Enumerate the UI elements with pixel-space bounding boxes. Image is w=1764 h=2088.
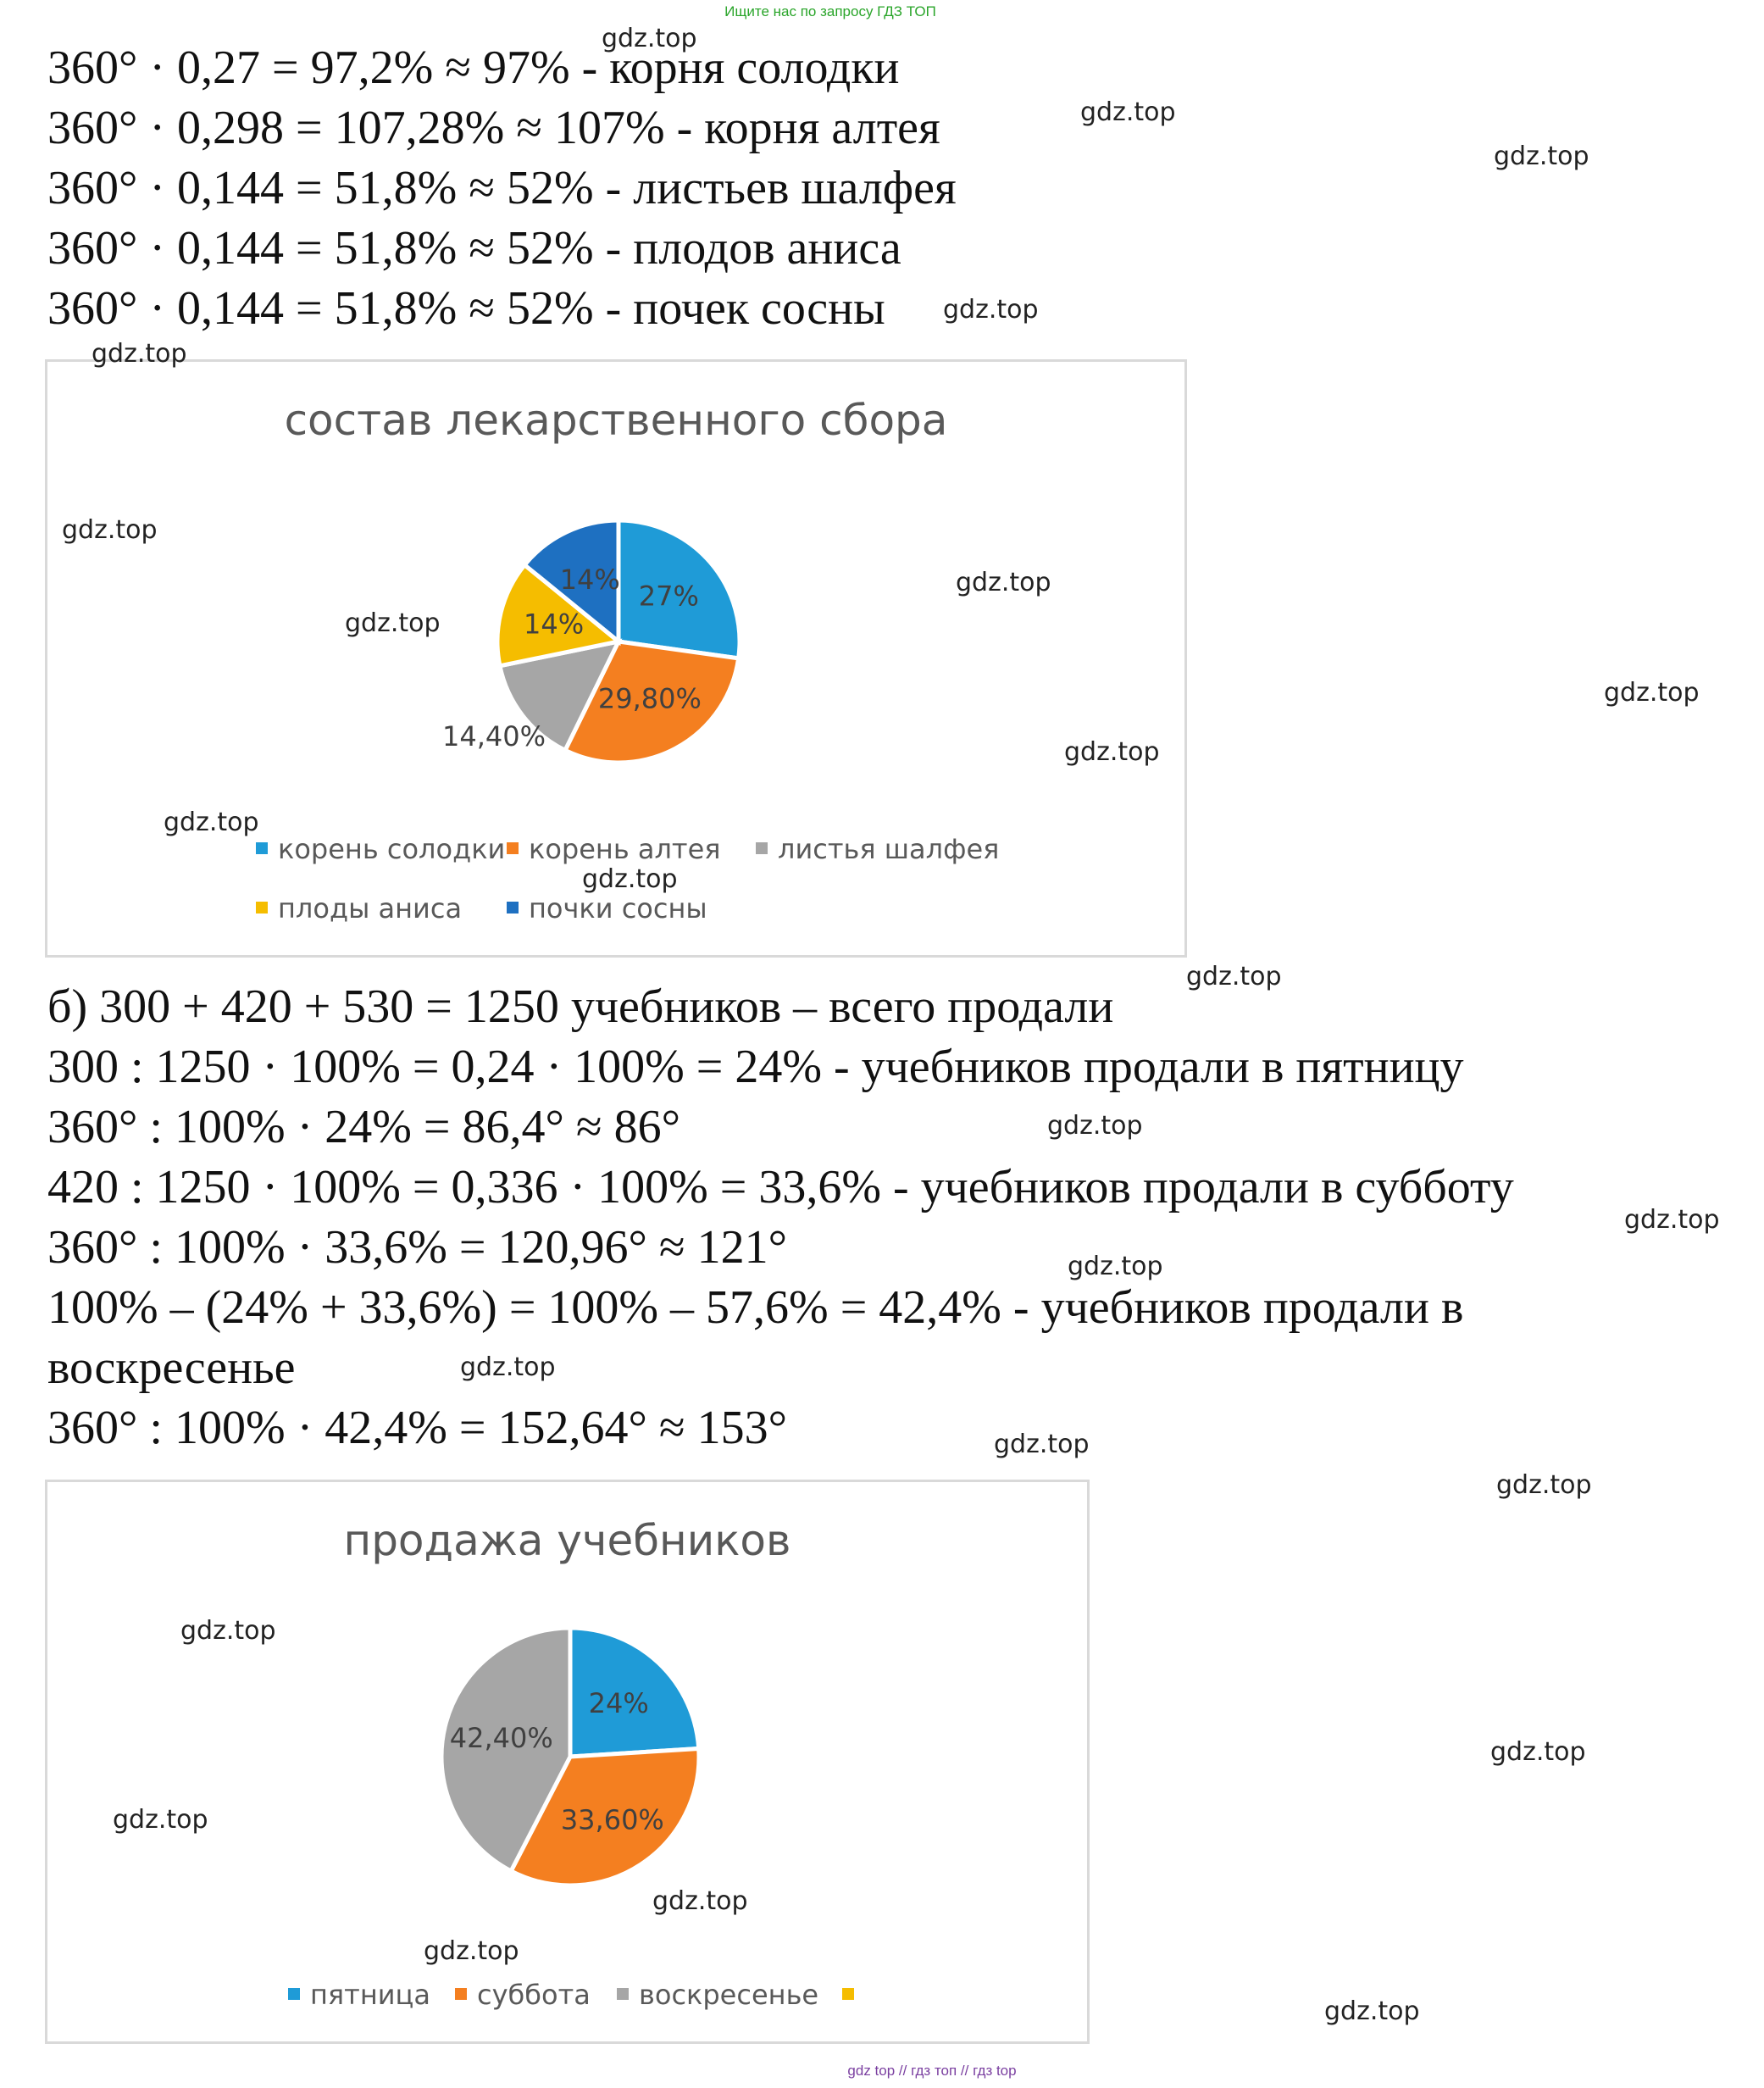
legend-item-1-0: корень солодки (256, 833, 505, 865)
data-label-4: 14% (560, 564, 620, 596)
watermark: gdz.top (1604, 678, 1700, 708)
legend-item-1-2: листья шалфея (756, 833, 999, 865)
legend-label: корень солодки (278, 833, 506, 865)
top-note: Ищите нас по запросу ГДЗ ТОП (724, 3, 936, 19)
pie-slice-3 (495, 562, 624, 669)
math-line-b1: б) 300 + 420 + 530 = 1250 учебников – вс… (47, 980, 1114, 1033)
math-line-a4: 360° · 0,144 = 51,8% ≈ 52% - плодов анис… (47, 222, 901, 275)
watermark: gdz.top (424, 1936, 519, 1966)
watermark: gdz.top (1494, 142, 1589, 171)
watermark: gdz.top (652, 1886, 748, 1916)
data-label-1: 33,60% (561, 1803, 664, 1835)
legend-swatch (507, 842, 519, 854)
chart-2-title: продажа учебников (343, 1516, 791, 1565)
watermark: gdz.top (994, 1430, 1090, 1459)
chart-2-plot: 24% 33,60% 42,40% (439, 1625, 702, 1888)
legend-swatch (256, 902, 268, 914)
data-label-0: 27% (639, 580, 699, 612)
data-label-0: 24% (589, 1687, 649, 1719)
legend-label: воскресенье (639, 1979, 819, 2011)
watermark: gdz.top (180, 1616, 276, 1646)
legend-label: суббота (477, 1979, 591, 2011)
watermark: gdz.top (582, 864, 678, 894)
watermark: gdz.top (1496, 1470, 1592, 1500)
watermark: gdz.top (92, 339, 187, 369)
watermark: gdz.top (1624, 1205, 1720, 1235)
watermark: gdz.top (1047, 1111, 1143, 1141)
chart-1-title: состав лекарственного сбора (284, 396, 948, 445)
legend-label: пятница (310, 1979, 430, 2011)
legend-label: корень алтея (529, 833, 721, 865)
math-line-a1: 360° · 0,27 = 97,2% ≈ 97% - корня солодк… (47, 42, 900, 94)
data-label-1: 29,80% (598, 682, 702, 714)
legend-swatch (507, 902, 519, 914)
footer-links: gdz top // гдз топ // гдз top (847, 2063, 1017, 2079)
watermark: gdz.top (345, 608, 441, 638)
legend-label: плоды аниса (278, 892, 463, 925)
legend-item-1-3: плоды аниса (256, 892, 462, 925)
legend-item-1-1: корень алтея (507, 833, 721, 865)
legend-label: почки сосны (529, 892, 707, 925)
watermark: gdz.top (1064, 737, 1160, 767)
legend-item-2-2: воскресенье (617, 1979, 818, 2011)
legend-swatch (617, 1988, 629, 2000)
watermark: gdz.top (1186, 962, 1282, 991)
legend-swatch (756, 842, 768, 854)
watermark: gdz.top (1324, 1996, 1420, 2026)
math-line-b3: 360° : 100% · 24% = 86,4° ≈ 86° (47, 1101, 681, 1153)
legend-swatch (288, 1988, 300, 2000)
math-line-b4: 420 : 1250 · 100% = 0,336 · 100% = 33,6%… (47, 1161, 1514, 1213)
math-line-b8: 360° : 100% · 42,4% = 152,64° ≈ 153° (47, 1402, 788, 1454)
watermark: gdz.top (956, 568, 1051, 597)
math-line-b6: 100% – (24% + 33,6%) = 100% – 57,6% = 42… (47, 1281, 1464, 1334)
legend-swatch (842, 1988, 854, 2000)
legend-item-2-1: суббота (455, 1979, 591, 2011)
data-label-2: 14,40% (442, 720, 546, 752)
pie-chart-1: состав лекарственного сбора 27% 29,80% 14,… (45, 359, 1187, 958)
pie-slice-2 (439, 1625, 573, 1874)
math-line-a3: 360° · 0,144 = 51,8% ≈ 52% - листьев шал… (47, 162, 957, 214)
watermark: gdz.top (1080, 97, 1176, 127)
legend-item-2-3 (842, 1979, 864, 2011)
math-line-a2: 360° · 0,298 = 107,28% ≈ 107% - корня ал… (47, 102, 940, 154)
data-label-2: 42,40% (450, 1722, 553, 1754)
legend-item-2-0: пятница (288, 1979, 430, 2011)
pie-slice-2 (496, 638, 623, 753)
pie-slice-4 (521, 518, 621, 647)
watermark: gdz.top (1068, 1252, 1163, 1281)
data-label-3: 14% (524, 608, 584, 640)
legend-swatch (256, 842, 268, 854)
legend-label: листья шалфея (778, 833, 1000, 865)
pie-slice-0 (568, 1625, 702, 1759)
pie-slice-0 (616, 518, 742, 661)
watermark: gdz.top (1490, 1737, 1586, 1767)
legend-item-1-4: почки сосны (507, 892, 707, 925)
math-line-b7: воскресенье (47, 1341, 296, 1394)
chart-1-plot: 27% 29,80% 14,40% 14% 14% (442, 518, 742, 765)
watermark: gdz.top (602, 24, 697, 53)
math-line-b2: 300 : 1250 · 100% = 0,24 · 100% = 24% - … (47, 1041, 1464, 1093)
watermark: gdz.top (62, 515, 158, 545)
math-line-b5: 360° : 100% · 33,6% = 120,96° ≈ 121° (47, 1221, 788, 1274)
math-line-a5: 360° · 0,144 = 51,8% ≈ 52% - почек сосны (47, 282, 885, 335)
watermark: gdz.top (113, 1805, 208, 1835)
pie-slice-1 (562, 639, 741, 765)
pie-chart-2: продажа учебников 24% 33,60% 42,40% пятниц… (45, 1480, 1090, 2044)
watermark: gdz.top (460, 1352, 556, 1382)
watermark: gdz.top (943, 295, 1039, 325)
watermark: gdz.top (164, 808, 259, 837)
legend-swatch (455, 1988, 467, 2000)
